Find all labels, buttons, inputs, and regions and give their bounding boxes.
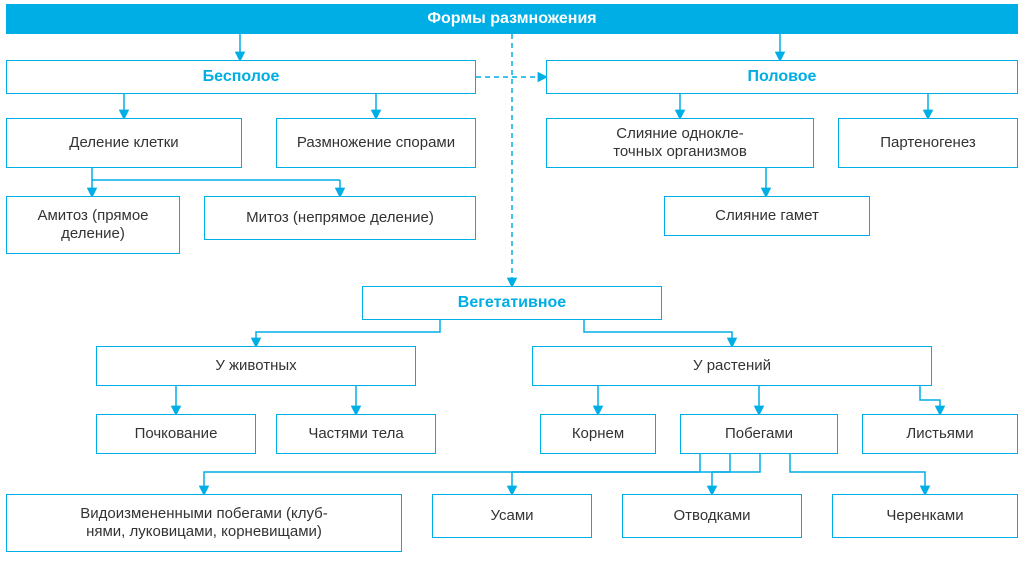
node-plant: У растений <box>532 346 932 386</box>
node-sex: Половое <box>546 60 1018 94</box>
node-root2: Корнем <box>540 414 656 454</box>
node-leaf: Листьями <box>862 414 1018 454</box>
edge <box>512 454 730 494</box>
node-veg: Вегетативное <box>362 286 662 320</box>
node-fusgam: Слияние гамет <box>664 196 870 236</box>
edge <box>584 320 732 346</box>
node-bud: Почкование <box>96 414 256 454</box>
node-cheren: Черенками <box>832 494 1018 538</box>
node-amitos: Амитоз (прямое деление) <box>6 196 180 254</box>
node-mod: Видоизмененными побегами (клуб-нями, лук… <box>6 494 402 552</box>
edge <box>920 386 940 414</box>
edge <box>204 454 700 494</box>
node-asex: Бесполое <box>6 60 476 94</box>
node-otvod: Отводками <box>622 494 802 538</box>
node-spores: Размножение спорами <box>276 118 476 168</box>
node-fusuni: Слияние однокле-точных организмов <box>546 118 814 168</box>
edge <box>790 454 925 494</box>
node-anim: У животных <box>96 346 416 386</box>
node-parts: Частями тела <box>276 414 436 454</box>
edge <box>712 454 760 494</box>
node-parth: Партеногенез <box>838 118 1018 168</box>
node-celldiv: Деление клетки <box>6 118 242 168</box>
node-shoot: Побегами <box>680 414 838 454</box>
node-root: Формы размножения <box>6 4 1018 34</box>
node-usami: Усами <box>432 494 592 538</box>
edge <box>256 320 440 346</box>
node-mitos: Митоз (непрямое деление) <box>204 196 476 240</box>
